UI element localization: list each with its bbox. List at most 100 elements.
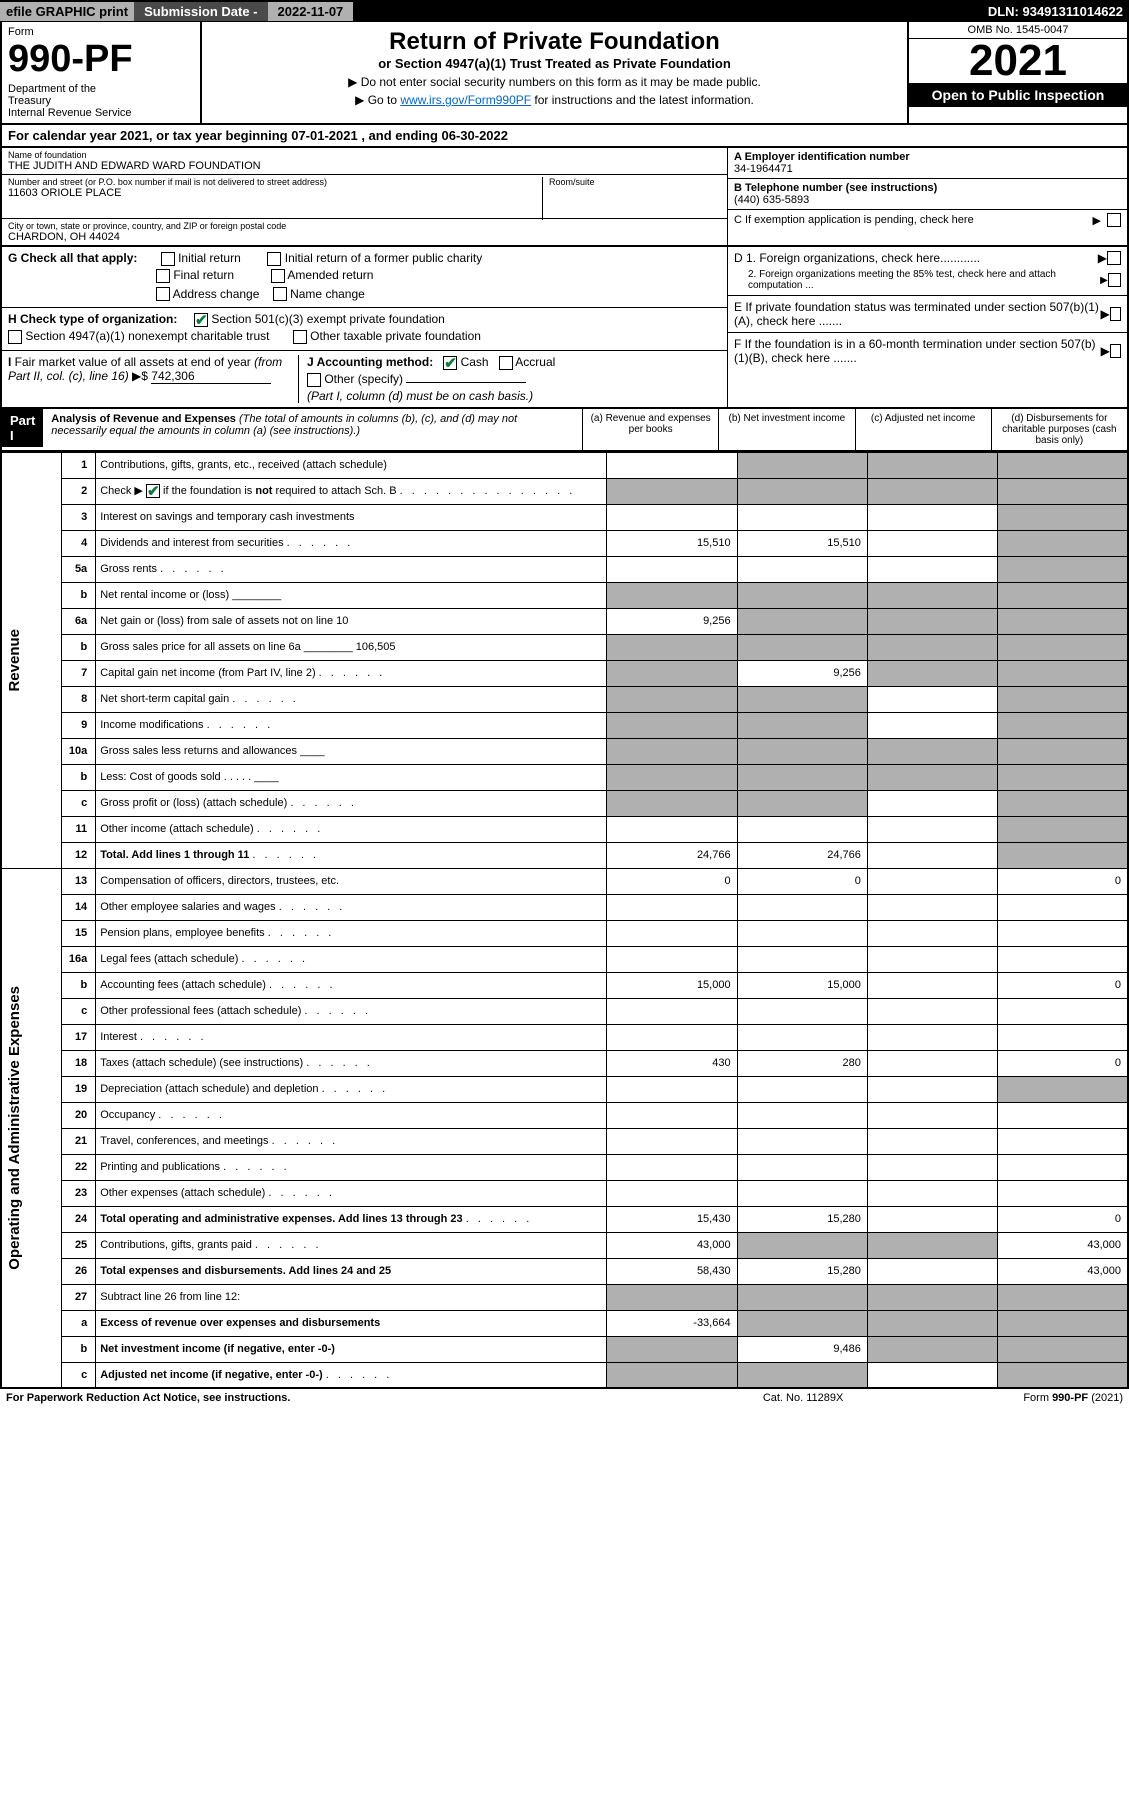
cell-value (998, 712, 1128, 738)
60month-checkbox[interactable] (1110, 344, 1121, 358)
cell-value: 0 (607, 868, 737, 894)
cell-value (867, 1284, 997, 1310)
former-charity-checkbox[interactable] (267, 252, 281, 266)
expenses-side-label: Operating and Administrative Expenses (6, 986, 23, 1270)
amended-return-checkbox[interactable] (271, 269, 285, 283)
cell-value (607, 556, 737, 582)
form-grid: Revenue1Contributions, gifts, grants, et… (0, 452, 1129, 1390)
line-number: 2 (62, 478, 96, 504)
cell-value (867, 556, 997, 582)
cell-value (867, 946, 997, 972)
cell-value (998, 530, 1128, 556)
cell-value (607, 790, 737, 816)
address-change-checkbox[interactable] (156, 287, 170, 301)
cell-value (607, 504, 737, 530)
cell-value (998, 660, 1128, 686)
table-row: 14Other employee salaries and wages . . … (1, 894, 1128, 920)
cell-value (867, 608, 997, 634)
col-c-header: (c) Adjusted net income (855, 409, 991, 450)
cell-value: 0 (998, 1050, 1128, 1076)
form-instruction-1: ▶ Do not enter social security numbers o… (208, 75, 901, 89)
table-row: 11Other income (attach schedule) . . . .… (1, 816, 1128, 842)
cell-value (867, 1310, 997, 1336)
status-terminated-checkbox[interactable] (1110, 307, 1121, 321)
line-number: 1 (62, 452, 96, 478)
cell-value (737, 478, 867, 504)
cell-value (737, 556, 867, 582)
cell-value (607, 712, 737, 738)
footer-cat: Cat. No. 11289X (763, 1392, 844, 1404)
cell-value (867, 842, 997, 868)
section-e: E If private foundation status was termi… (728, 296, 1127, 333)
ein: 34-1964471 (734, 163, 1121, 175)
cell-value (607, 634, 737, 660)
4947-checkbox[interactable] (8, 330, 22, 344)
other-taxable-checkbox[interactable] (293, 330, 307, 344)
table-row: 27Subtract line 26 from line 12: (1, 1284, 1128, 1310)
dln: DLN: 93491311014622 (988, 4, 1129, 19)
foundation-name: THE JUDITH AND EDWARD WARD FOUNDATION (8, 160, 721, 172)
cell-value (607, 660, 737, 686)
line-description: Total expenses and disbursements. Add li… (96, 1258, 607, 1284)
line-description: Other professional fees (attach schedule… (96, 998, 607, 1024)
cell-value: 15,280 (737, 1258, 867, 1284)
exemption-checkbox[interactable] (1107, 213, 1121, 227)
col-b-header: (b) Net investment income (718, 409, 854, 450)
85pct-checkbox[interactable] (1108, 273, 1121, 287)
calendar-year: For calendar year 2021, or tax year begi… (0, 125, 1129, 148)
line-description: Pension plans, employee benefits . . . .… (96, 920, 607, 946)
table-row: Operating and Administrative Expenses13C… (1, 868, 1128, 894)
cell-value (737, 738, 867, 764)
line-number: 10a (62, 738, 96, 764)
line-description: Contributions, gifts, grants paid . . . … (96, 1232, 607, 1258)
table-row: 22Printing and publications . . . . . . (1, 1154, 1128, 1180)
line-number: c (62, 1362, 96, 1388)
line-description: Total. Add lines 1 through 11 . . . . . … (96, 842, 607, 868)
final-return-checkbox[interactable] (156, 269, 170, 283)
line-number: 12 (62, 842, 96, 868)
other-method-checkbox[interactable] (307, 373, 321, 387)
cell-value (867, 868, 997, 894)
line-description: Contributions, gifts, grants, etc., rece… (96, 452, 607, 478)
cell-value (998, 556, 1128, 582)
line-description: Subtract line 26 from line 12: (96, 1284, 607, 1310)
line-number: 16a (62, 946, 96, 972)
foreign-org-checkbox[interactable] (1107, 251, 1121, 265)
irs-link[interactable]: www.irs.gov/Form990PF (400, 93, 531, 107)
cash-checkbox[interactable] (443, 356, 457, 370)
line-number: 8 (62, 686, 96, 712)
table-row: 23Other expenses (attach schedule) . . .… (1, 1180, 1128, 1206)
cell-value (737, 1128, 867, 1154)
cell-value (998, 1102, 1128, 1128)
line-description: Gross sales price for all assets on line… (96, 634, 607, 660)
line-number: 11 (62, 816, 96, 842)
name-change-checkbox[interactable] (273, 287, 287, 301)
cell-value (607, 686, 737, 712)
cell-value: 43,000 (998, 1258, 1128, 1284)
line-number: 7 (62, 660, 96, 686)
table-row: 20Occupancy . . . . . . (1, 1102, 1128, 1128)
table-row: 8Net short-term capital gain . . . . . . (1, 686, 1128, 712)
form-subtitle: or Section 4947(a)(1) Trust Treated as P… (208, 56, 901, 71)
table-row: 10aGross sales less returns and allowanc… (1, 738, 1128, 764)
initial-return-checkbox[interactable] (161, 252, 175, 266)
cell-value (607, 946, 737, 972)
cell-value: -33,664 (607, 1310, 737, 1336)
cell-value (867, 1154, 997, 1180)
line-number: 17 (62, 1024, 96, 1050)
form-number: 990-PF (8, 38, 194, 81)
efile-label[interactable]: efile GRAPHIC print (0, 2, 134, 21)
cell-value (737, 608, 867, 634)
cell-value: 15,430 (607, 1206, 737, 1232)
part1-header: Part I Analysis of Revenue and Expenses … (0, 409, 1129, 452)
cell-value (998, 1362, 1128, 1388)
table-row: 7Capital gain net income (from Part IV, … (1, 660, 1128, 686)
cell-value (998, 816, 1128, 842)
cell-value (737, 712, 867, 738)
cell-value: 58,430 (607, 1258, 737, 1284)
schb-checkbox[interactable] (146, 484, 160, 498)
header-right: OMB No. 1545-0047 2021 Open to Public In… (907, 22, 1127, 123)
line-description: Check ▶ if the foundation is not require… (96, 478, 607, 504)
501c3-checkbox[interactable] (194, 313, 208, 327)
accrual-checkbox[interactable] (499, 356, 513, 370)
